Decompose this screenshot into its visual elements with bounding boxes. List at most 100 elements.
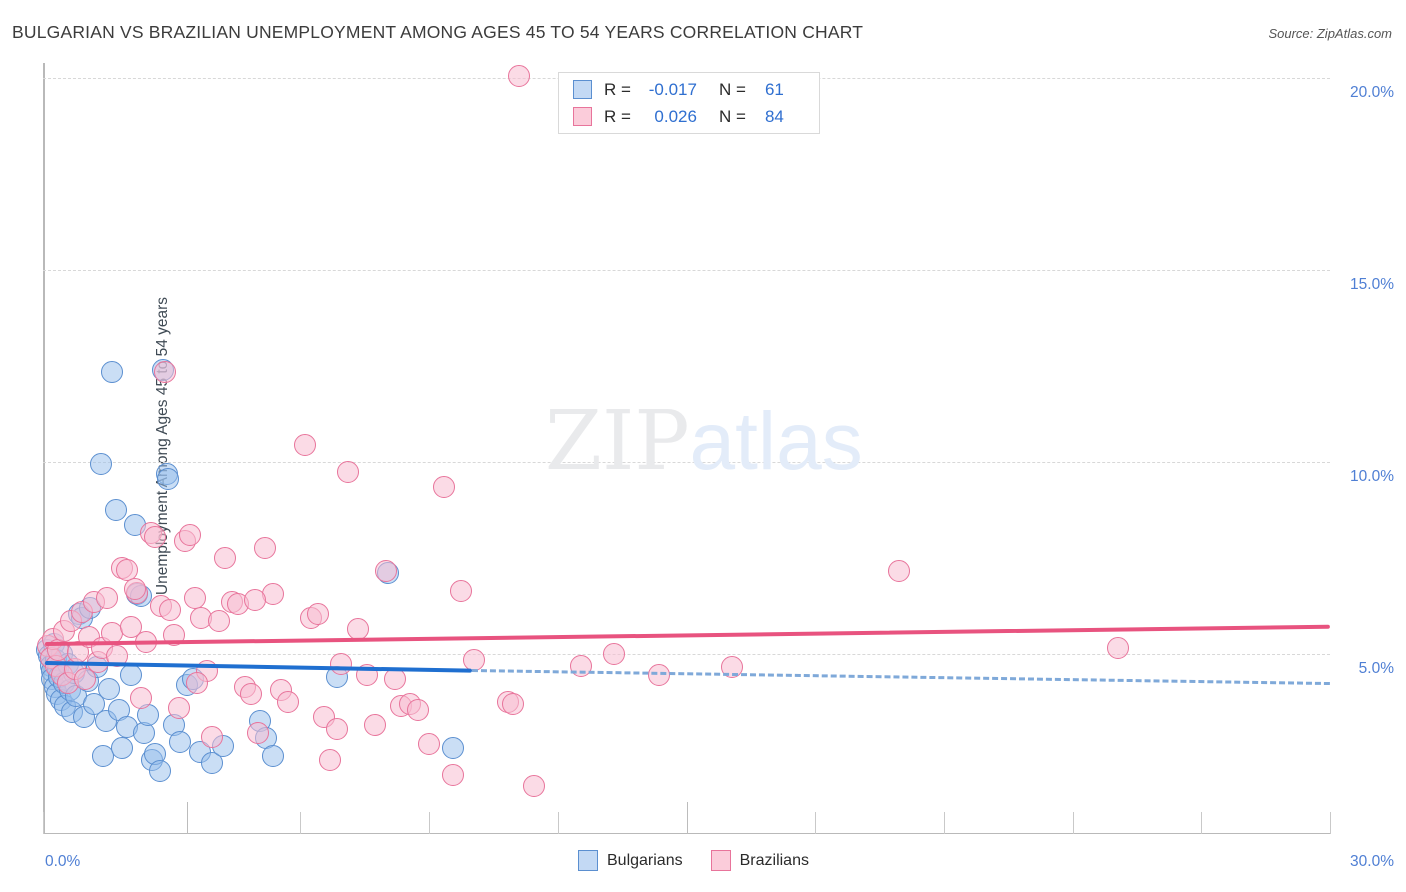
x-tick — [300, 812, 302, 834]
x-tick — [815, 812, 817, 834]
scatter-point-blue — [98, 677, 121, 700]
series-legend: Bulgarians Brazilians — [578, 850, 827, 871]
trend-line-bulgarians-extrapolated — [471, 668, 1331, 685]
scatter-point-pink — [276, 691, 299, 713]
plot-area: ZIPatlas — [36, 63, 1331, 834]
scatter-point-pink — [168, 696, 191, 719]
scatter-point-pink — [74, 667, 97, 690]
watermark-atlas: atlas — [689, 396, 863, 487]
scatter-point-pink — [124, 577, 147, 600]
scatter-point-pink — [240, 683, 263, 706]
scatter-point-pink — [720, 656, 743, 679]
r-value-bulgarians: -0.017 — [648, 79, 697, 99]
scatter-point-blue — [261, 744, 284, 767]
scatter-point-pink — [602, 643, 625, 665]
correlation-row-bulgarians: R = -0.017 N = 61 — [573, 76, 819, 103]
r-label-brazilians: R = — [604, 106, 631, 126]
scatter-point-pink — [336, 460, 359, 483]
scatter-point-blue — [89, 452, 112, 475]
scatter-point-pink — [293, 433, 316, 456]
scatter-point-pink — [441, 763, 464, 786]
n-label-brazilians: N = — [718, 106, 746, 126]
scatter-point-blue — [111, 737, 134, 760]
legend-label-bulgarians: Bulgarians — [607, 851, 683, 869]
scatter-point-pink — [144, 525, 167, 548]
x-axis-min-label: 0.0% — [45, 853, 81, 870]
scatter-point-pink — [508, 65, 531, 88]
scatter-point-pink — [207, 610, 230, 633]
scatter-point-pink — [214, 547, 237, 569]
source-label: Source: ZipAtlas.com — [1268, 26, 1392, 41]
y-tick-label-20.0%: 20.0% — [1350, 84, 1394, 101]
scatter-point-pink — [570, 654, 593, 677]
legend-swatch-brazilians-icon — [710, 850, 731, 871]
scatter-point-pink — [319, 748, 342, 771]
y-tick-label-5.0%: 5.0% — [1358, 660, 1394, 677]
scatter-point-pink — [119, 616, 142, 639]
n-label-bulgarians: N = — [718, 79, 746, 99]
swatch-blue-icon — [573, 80, 592, 99]
scatter-point-pink — [501, 692, 524, 715]
gridline-10.0% — [43, 462, 1330, 463]
watermark-zip: ZIP — [545, 394, 690, 489]
scatter-point-blue — [101, 360, 124, 383]
gridline-15.0% — [43, 270, 1330, 271]
x-tick — [429, 812, 431, 834]
scatter-point-pink — [186, 671, 209, 694]
scatter-point-pink — [330, 652, 353, 675]
scatter-point-pink — [244, 589, 267, 612]
scatter-point-blue — [148, 760, 171, 783]
scatter-point-blue — [104, 499, 127, 521]
y-tick-label-10.0%: 10.0% — [1350, 468, 1394, 485]
scatter-point-pink — [158, 598, 181, 621]
scatter-point-pink — [325, 717, 348, 740]
scatter-point-pink — [306, 602, 329, 625]
zipatlas-watermark: ZIPatlas — [545, 401, 863, 483]
scatter-point-blue — [169, 731, 192, 754]
scatter-point-pink — [433, 475, 456, 498]
x-tick — [1072, 812, 1074, 834]
scatter-point-pink — [463, 648, 486, 671]
page-title: BULGARIAN VS BRAZILIAN UNEMPLOYMENT AMON… — [12, 22, 864, 42]
r-value-brazilians: 0.026 — [654, 106, 697, 126]
trend-line-bulgarians — [45, 660, 473, 673]
scatter-point-blue — [441, 737, 464, 760]
n-value-brazilians: 84 — [764, 106, 784, 126]
scatter-point-pink — [523, 775, 546, 798]
legend-swatch-bulgarians-icon — [578, 850, 598, 871]
scatter-point-pink — [154, 360, 177, 383]
x-tick — [1330, 812, 1331, 834]
scatter-point-pink — [254, 537, 277, 560]
swatch-pink-icon — [573, 107, 592, 126]
scatter-point-pink — [129, 687, 152, 710]
scatter-point-pink — [418, 733, 441, 756]
scatter-point-blue — [119, 664, 142, 687]
gridline-5.0% — [43, 654, 1330, 655]
scatter-point-pink — [647, 664, 670, 687]
correlation-legend: R = -0.017 N = 61 R = 0.026 N = 84 — [558, 72, 820, 134]
legend-label-brazilians: Brazilians — [739, 851, 809, 869]
correlation-row-brazilians: R = 0.026 N = 84 — [573, 103, 819, 130]
scatter-point-pink — [1106, 637, 1129, 660]
x-tick — [686, 802, 688, 834]
legend-item-bulgarians[interactable]: Bulgarians — [578, 850, 683, 871]
scatter-point-blue — [201, 752, 224, 775]
scatter-point-pink — [887, 560, 910, 583]
scatter-point-pink — [364, 714, 387, 737]
scatter-point-pink — [407, 698, 430, 721]
scatter-point-pink — [96, 587, 119, 610]
x-tick — [186, 802, 188, 834]
legend-item-brazilians[interactable]: Brazilians — [710, 850, 809, 871]
scatter-point-pink — [450, 579, 473, 602]
x-tick — [943, 812, 945, 834]
x-tick — [1201, 812, 1203, 834]
y-tick-label-15.0%: 15.0% — [1350, 276, 1394, 293]
scatter-point-pink — [246, 721, 269, 744]
scatter-point-pink — [184, 587, 207, 610]
x-axis-max-label: 30.0% — [1350, 853, 1394, 870]
trend-line-brazilians — [45, 625, 1331, 647]
scatter-point-pink — [178, 523, 201, 546]
n-value-bulgarians: 61 — [764, 79, 784, 99]
scatter-point-pink — [201, 725, 224, 748]
x-tick — [43, 812, 44, 834]
